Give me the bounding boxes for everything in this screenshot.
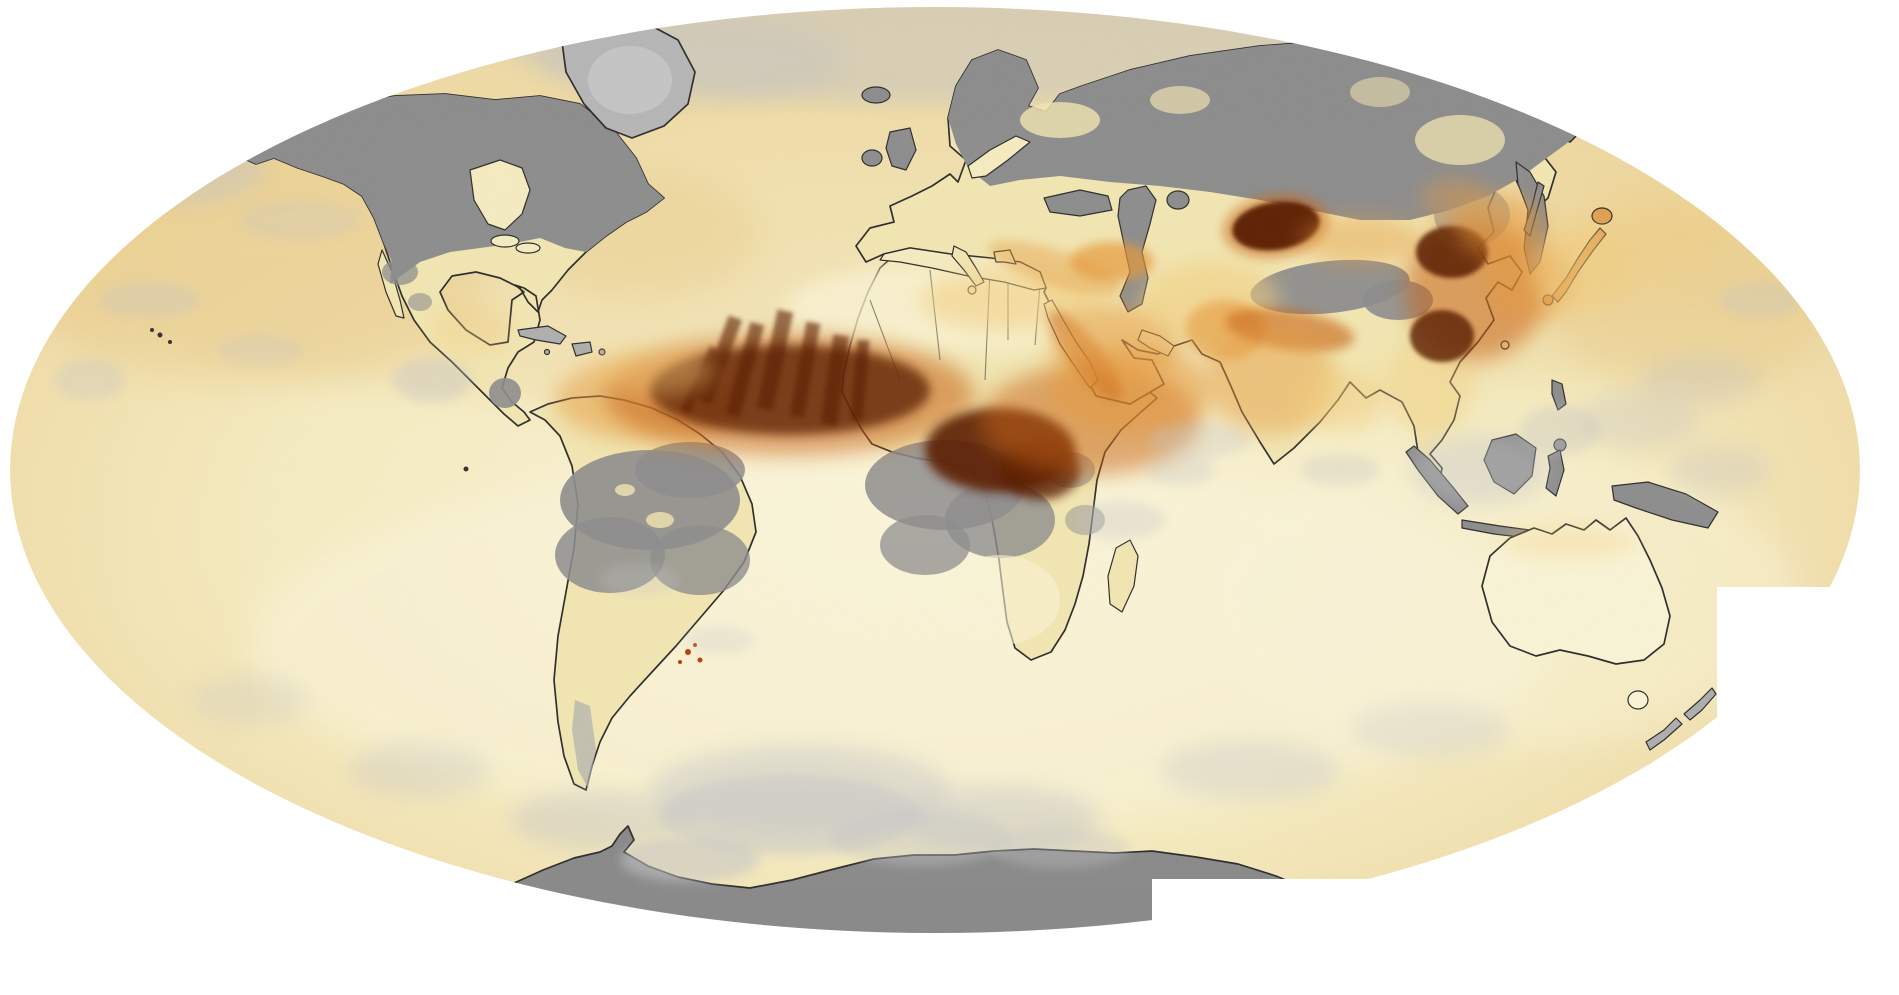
white-cutouts bbox=[1152, 587, 1899, 995]
white-cutout-rect-bottom bbox=[1152, 879, 1899, 995]
